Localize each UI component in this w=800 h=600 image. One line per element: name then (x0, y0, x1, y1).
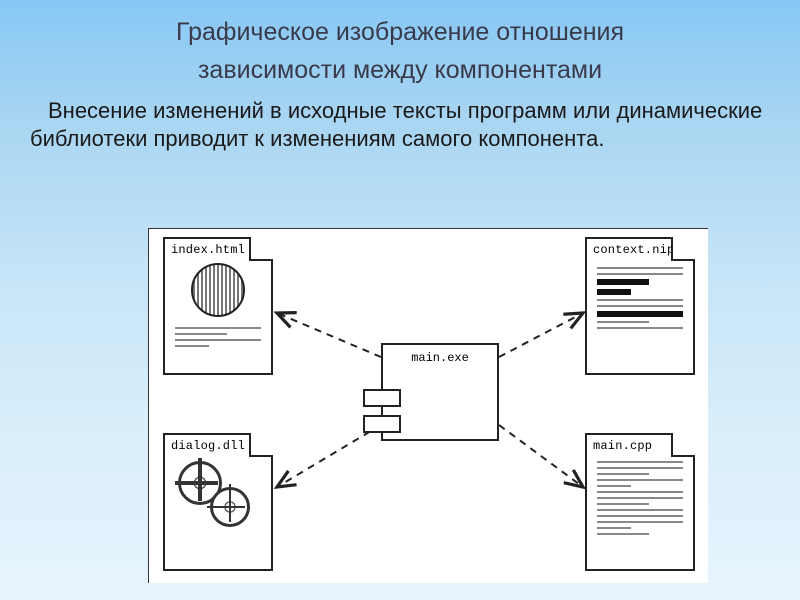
file-dialog-dll: dialog.dll (163, 433, 273, 571)
component-lug-icon (363, 389, 401, 407)
edge-to-dialog (277, 425, 381, 487)
bars-icon (587, 259, 693, 329)
slide-body: Внесение изменений в исходные тексты про… (0, 89, 800, 152)
edge-to-index (277, 313, 381, 357)
slide-title: Графическое изображение отношения зависи… (0, 0, 800, 89)
file-index-html: index.html (163, 237, 273, 375)
slide-title-line1: Графическое изображение отношения (176, 18, 624, 46)
file-label: context.nip (587, 239, 693, 259)
file-label: dialog.dll (165, 435, 271, 455)
text-lines-icon (165, 323, 271, 347)
edge-to-context (499, 313, 583, 357)
gears-icon (178, 461, 258, 527)
globe-icon (191, 263, 245, 317)
slide-body-text: Внесение изменений в исходные тексты про… (30, 97, 770, 152)
file-context-nip: context.nip (585, 237, 695, 375)
file-label: main.cpp (587, 435, 693, 455)
slide-title-line2: зависимости между компонентами (198, 56, 602, 84)
edge-to-main (499, 425, 583, 487)
component-main-exe: main.exe (381, 343, 499, 441)
file-label: index.html (165, 239, 271, 259)
component-lug-icon (363, 415, 401, 433)
component-label: main.exe (383, 345, 497, 365)
component-diagram: index.html context.nip dialog.dll main.c… (148, 228, 708, 583)
file-main-cpp: main.cpp (585, 433, 695, 571)
text-lines-icon (587, 455, 693, 535)
